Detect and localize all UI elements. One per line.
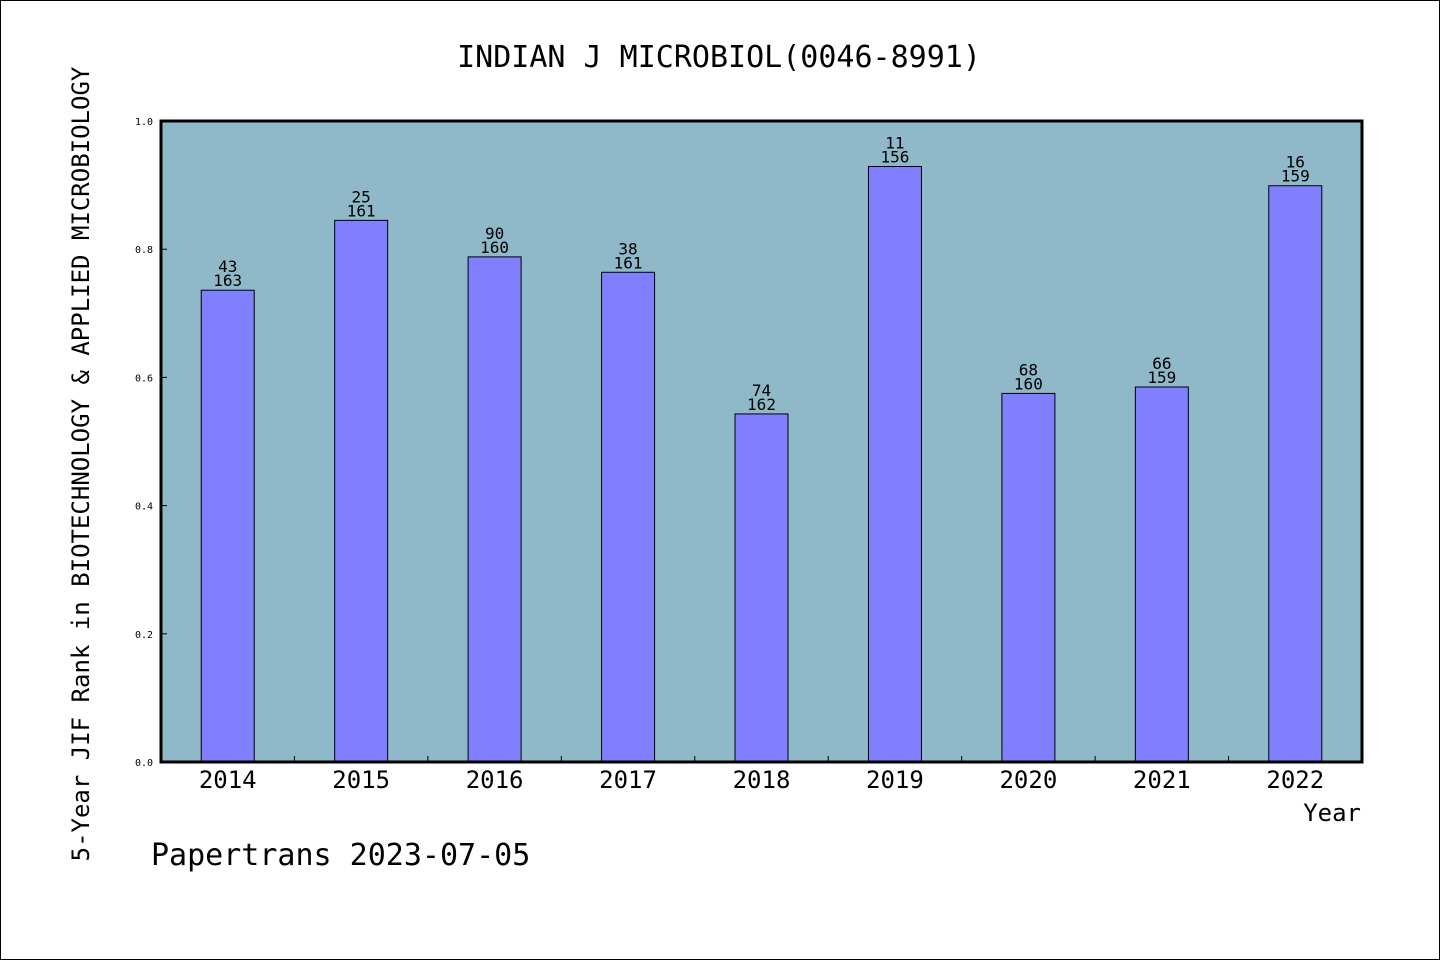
x-tick-label: 2015: [332, 766, 390, 794]
bar-2022: [1268, 185, 1323, 763]
footer-source-date: Papertrans 2023-07-05: [151, 838, 530, 873]
bar-rank-label: 90: [485, 224, 504, 243]
x-axis: 2014 2015 2016 2017 2018 2019 2020 2021 2022: [199, 756, 1324, 794]
bar-rank-label: 16: [1286, 153, 1305, 172]
bar-2020: [1001, 392, 1056, 763]
bar-rank-label: 25: [352, 187, 371, 206]
y-tick-label: 0.0: [135, 758, 153, 769]
bar-rank-label: 11: [885, 134, 904, 153]
bar-2015: [334, 219, 389, 763]
x-tick-label: 2019: [866, 766, 924, 794]
bar-2017: [601, 271, 656, 763]
y-tick-label: 0.8: [135, 245, 153, 256]
bar-total-label: 161: [347, 201, 376, 220]
bar-rank-label: 43: [218, 257, 237, 276]
y-tick-label: 0.6: [135, 373, 153, 384]
x-tick-label: 2014: [199, 766, 257, 794]
x-axis-label: Year: [1303, 799, 1361, 827]
bar-2014: [200, 289, 255, 763]
x-tick-label: 2022: [1266, 766, 1324, 794]
bar-rank-label: 74: [752, 381, 771, 400]
bar-total-label: 160: [480, 238, 509, 257]
bar-rank-label: 38: [618, 239, 637, 258]
bar-total-label: 160: [1014, 374, 1043, 393]
bar-2018: [734, 413, 789, 763]
bar-rank-label: 66: [1152, 354, 1171, 373]
x-tick-label: 2018: [733, 766, 791, 794]
y-axis-label: 5-Year JIF Rank in BIOTECHNOLOGY & APPLI…: [67, 66, 95, 861]
chart-title: INDIAN J MICROBIOL(0046-8991): [457, 40, 981, 75]
x-tick-label: 2017: [599, 766, 657, 794]
bar-total-label: 159: [1281, 167, 1310, 186]
plot-border: [159, 119, 1364, 764]
bar-2019: [867, 166, 922, 763]
bar-total-label: 161: [614, 253, 643, 272]
y-tick-label: 0.4: [135, 502, 153, 513]
x-tick-label: 2016: [466, 766, 524, 794]
bar-rank-label: 68: [1019, 360, 1038, 379]
bar-total-label: 162: [747, 395, 776, 414]
y-tick-label: 1.0: [135, 117, 153, 128]
y-tick-label: 0.2: [135, 630, 153, 641]
bar-2021: [1134, 386, 1189, 763]
bar-total-label: 156: [880, 148, 909, 167]
x-tick-label: 2021: [1133, 766, 1191, 794]
bar-total-label: 159: [1147, 368, 1176, 387]
bar-total-label: 163: [213, 271, 242, 290]
x-tick-label: 2020: [999, 766, 1057, 794]
bar-2016: [467, 256, 522, 763]
